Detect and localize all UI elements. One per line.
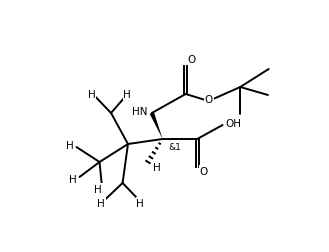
Text: H: H [66, 140, 74, 150]
Text: H: H [153, 162, 161, 172]
Text: H: H [97, 198, 105, 208]
Text: HN: HN [133, 107, 148, 116]
Text: H: H [88, 90, 96, 100]
Text: &1: &1 [169, 143, 182, 152]
Text: O: O [188, 55, 196, 65]
Text: H: H [137, 198, 144, 208]
Text: OH: OH [226, 118, 241, 129]
Text: H: H [69, 174, 76, 184]
Text: H: H [94, 184, 102, 194]
Text: O: O [199, 166, 208, 176]
Text: O: O [205, 94, 213, 105]
Polygon shape [150, 113, 163, 139]
Text: H: H [123, 90, 131, 100]
